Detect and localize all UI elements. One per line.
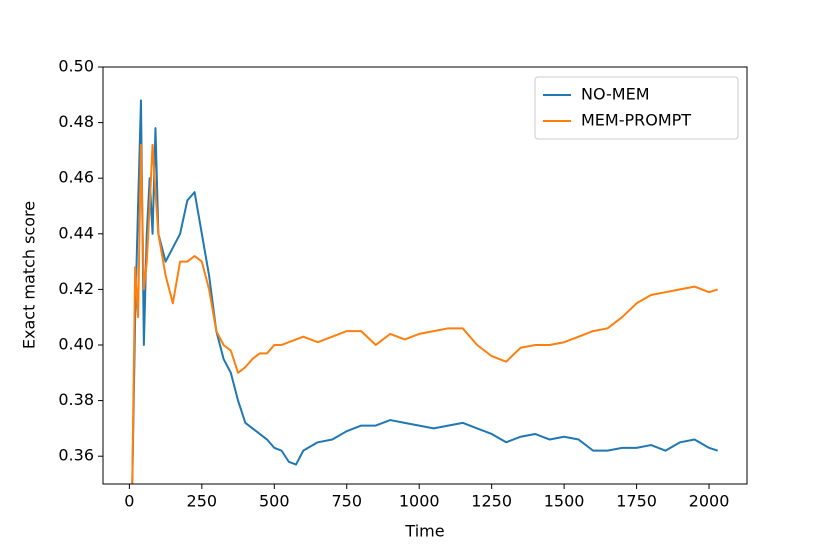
x-axis-label: Time: [404, 522, 444, 541]
x-tick-label: 2000: [689, 492, 730, 511]
legend-box: [534, 76, 739, 140]
y-tick-label: 0.44: [58, 223, 94, 242]
x-tick-label: 750: [331, 492, 362, 511]
y-tick-label: 0.40: [58, 335, 94, 354]
legend-label: MEM-PROMPT: [581, 111, 691, 130]
y-tick-label: 0.48: [58, 112, 94, 131]
line-series: [131, 99, 719, 484]
x-tick-label: 1250: [471, 492, 512, 511]
x-tick-label: 500: [259, 492, 290, 511]
y-tick-label: 0.38: [58, 390, 94, 409]
x-tick-label: 250: [187, 492, 218, 511]
x-tick-label: 1500: [544, 492, 585, 511]
legend-label: NO-MEM: [581, 85, 650, 104]
line-series: [131, 143, 719, 484]
x-tick-label: 1750: [616, 492, 657, 511]
y-tick-label: 0.36: [58, 446, 94, 465]
y-tick-label: 0.46: [58, 168, 94, 187]
x-tick-label: 1000: [399, 492, 440, 511]
x-tick-label: 0: [124, 492, 134, 511]
y-axis-label: Exact match score: [20, 201, 39, 349]
y-tick-label: 0.50: [58, 57, 94, 76]
y-tick-label: 0.42: [58, 279, 94, 298]
plot-frame: [102, 66, 748, 485]
